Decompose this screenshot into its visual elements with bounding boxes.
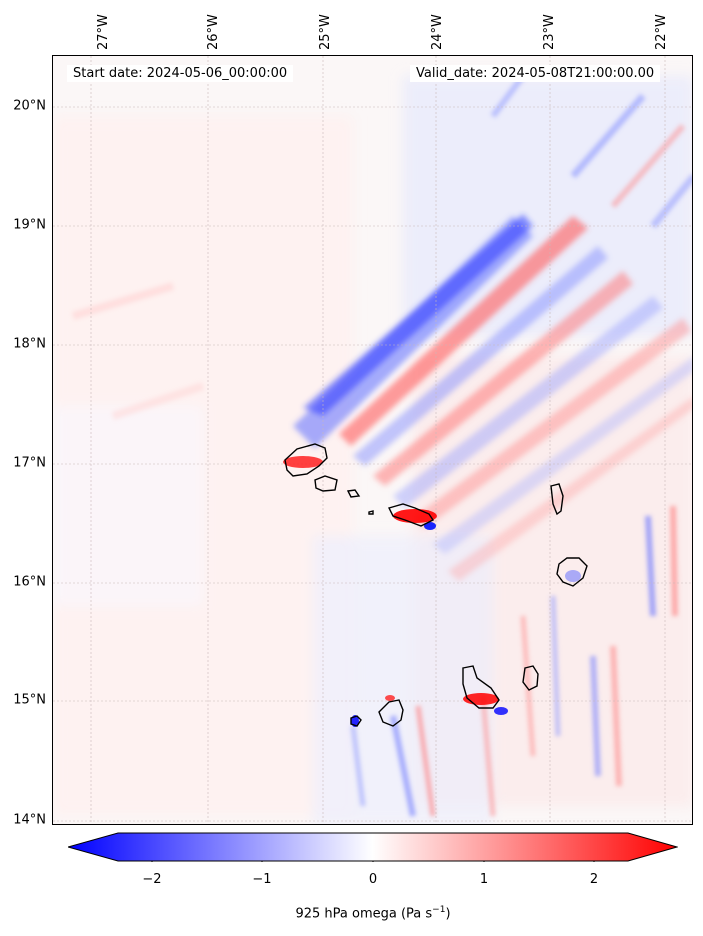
colorbar-tick-label: 1 [479, 872, 489, 887]
colorbar-tick-marks [151, 861, 595, 862]
graticule [53, 56, 692, 824]
coastline-santa-luzia [346, 489, 361, 498]
lat-label-14n: 14°N [13, 812, 46, 828]
coastline-sao-nicolau [387, 503, 435, 527]
lon-label-24w: 24°W [430, 14, 445, 50]
coastline-fogo [378, 699, 404, 727]
valid-date-label: Valid_date: 2024-05-08T21:00:00.00 [410, 65, 661, 82]
coastline-sao-vicente [314, 475, 338, 492]
coastline-santiago [462, 665, 500, 709]
lon-label-26w: 26°W [206, 14, 221, 50]
lon-label-23w: 23°W [542, 14, 557, 50]
omega-map-panel [52, 55, 693, 825]
colorbar-tick-label: −2 [142, 872, 162, 887]
lon-label-25w: 25°W [318, 14, 333, 50]
colorbar-tick-label: 0 [368, 872, 378, 887]
coastline-santo-antao [284, 443, 328, 477]
coastline-sal [550, 483, 564, 516]
colorbar-body [68, 832, 678, 862]
colorbar-tick-label: −1 [252, 872, 272, 887]
lat-label-20n: 20°N [13, 98, 46, 114]
colorbar-tick-label: 2 [589, 872, 599, 887]
lat-label-19n: 19°N [13, 217, 46, 233]
omega-field-plot [53, 56, 692, 824]
lat-label-17n: 17°N [13, 455, 46, 471]
lat-label-15n: 15°N [13, 692, 46, 708]
lon-label-27w: 27°W [96, 14, 111, 50]
small-scale-streaks [71, 74, 692, 817]
lon-label-22w: 22°W [654, 14, 669, 50]
colorbar-label: 925 hPa omega (Pa s−1) [295, 905, 451, 922]
colorbar [68, 832, 678, 862]
gravity-wave-bands [293, 214, 692, 581]
coastline-boa-vista [556, 557, 588, 587]
coastlines [284, 443, 588, 727]
coastline-brava [350, 715, 362, 727]
lat-label-18n: 18°N [13, 336, 46, 352]
coastline-branco [368, 510, 374, 515]
start-date-label: Start date: 2024-05-06_00:00:00 [67, 65, 294, 82]
lat-label-16n: 16°N [13, 574, 46, 590]
coastline-maio [522, 665, 539, 691]
